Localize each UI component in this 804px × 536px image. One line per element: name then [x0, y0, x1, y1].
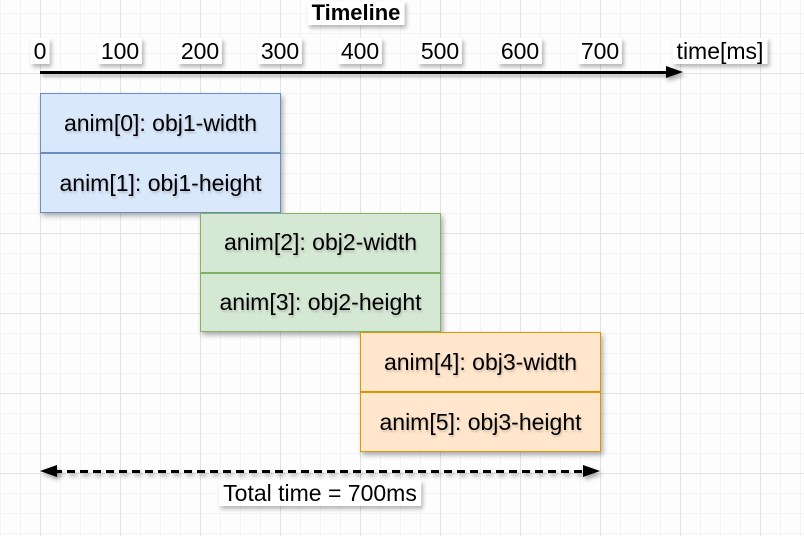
right-arrowhead-icon: [583, 465, 600, 477]
left-arrowhead-icon: [40, 465, 57, 477]
timeline-bar-anim-2: anim[2]: obj2-width: [200, 212, 441, 273]
timeline-bar-anim-5: anim[5]: obj3-height: [360, 392, 601, 453]
timeline-bar-anim-1: anim[1]: obj1-height: [40, 153, 281, 213]
axis-unit-label: time[ms]: [672, 38, 768, 64]
timeline-bar-anim-3: anim[3]: obj2-height: [200, 272, 441, 333]
timeline-axis-line: [40, 71, 668, 74]
axis-tick-600: 600: [497, 38, 543, 64]
axis-tick-700: 700: [577, 38, 623, 64]
axis-tick-200: 200: [177, 38, 223, 64]
timeline-bar-anim-0: anim[0]: obj1-width: [40, 93, 281, 154]
axis-tick-0: 0: [30, 38, 50, 64]
axis-tick-100: 100: [97, 38, 143, 64]
axis-tick-300: 300: [257, 38, 303, 64]
diagram-title: Timeline: [307, 1, 405, 25]
timeline-bar-anim-4: anim[4]: obj3-width: [360, 332, 601, 393]
total-time-label: Total time = 700ms: [219, 480, 421, 506]
axis-tick-400: 400: [337, 38, 383, 64]
axis-tick-500: 500: [417, 38, 463, 64]
total-duration-line: [54, 470, 586, 473]
axis-arrowhead-icon: [666, 66, 683, 78]
